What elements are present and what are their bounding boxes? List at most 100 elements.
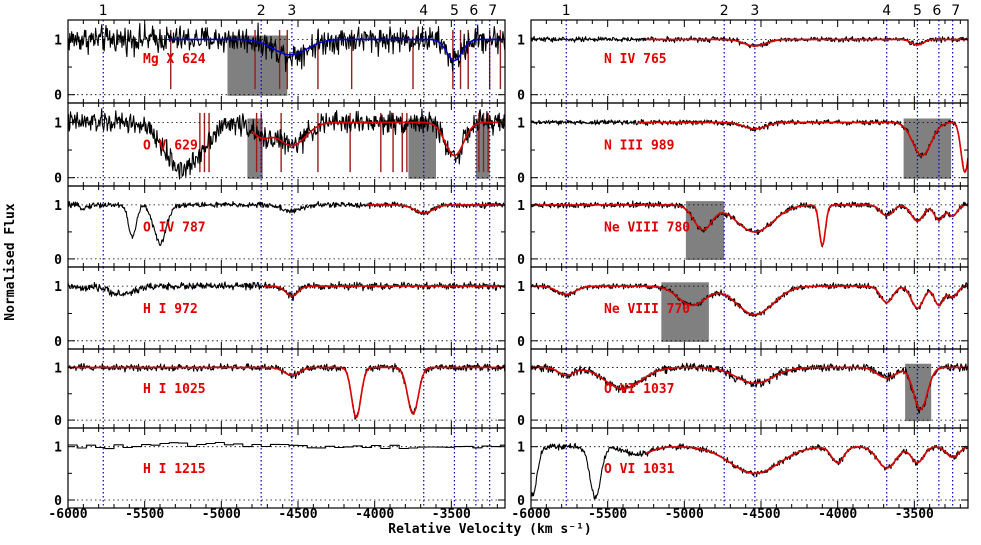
x-tick-label: -3500	[432, 507, 471, 522]
model-fit-line	[251, 121, 505, 157]
spectrum-panel: 0 1 H I 972	[54, 266, 506, 350]
model-fit-line	[167, 38, 505, 62]
component-number-label: 5	[913, 3, 922, 19]
spectrum-panel: 0 1 H I 1215	[54, 427, 506, 509]
component-number-label: 2	[257, 3, 266, 19]
ion-label: N III 989	[604, 138, 674, 153]
panel-frame	[530, 19, 969, 104]
y-tick-label: 0	[54, 172, 62, 187]
spectrum-panel: 0 1 O V 629	[54, 102, 506, 187]
y-tick-label: 1	[517, 33, 525, 48]
blended-region	[408, 118, 436, 179]
ion-label: N IV 765	[604, 52, 667, 67]
blended-region	[247, 118, 263, 179]
y-tick-label: 0	[517, 494, 525, 509]
component-number-label: 1	[562, 3, 571, 19]
x-tick-label: -4000	[818, 507, 857, 522]
data-spectrum	[68, 281, 505, 302]
component-number-label: 5	[450, 3, 459, 19]
y-tick-label: 1	[517, 199, 525, 214]
data-spectrum	[68, 108, 505, 180]
y-tick-label: 1	[54, 280, 62, 295]
model-fit-line	[531, 204, 968, 247]
x-tick-label: -5500	[588, 507, 627, 522]
y-tick-label: 0	[517, 89, 525, 104]
y-tick-label: 0	[517, 414, 525, 429]
panel-frame	[67, 266, 506, 350]
spectrum-panel: 0 1 Mg X 624	[54, 19, 506, 104]
spectrum-panel: 0 1 H I 1025	[54, 348, 506, 429]
blended-region	[685, 201, 725, 260]
panel-frame	[67, 348, 506, 429]
ion-label: H I 1025	[143, 382, 206, 397]
data-spectrum	[68, 362, 505, 420]
model-fit-line	[531, 366, 968, 411]
model-fit-line	[638, 121, 968, 174]
blended-region	[661, 282, 709, 342]
spectrum-panel: 0 1 O VI 1037	[517, 348, 969, 429]
model-fit-line	[367, 204, 505, 214]
ion-label: Ne VIII 780	[604, 220, 690, 235]
x-tick-label: -4500	[278, 507, 317, 522]
model-fit-line	[68, 366, 505, 419]
component-number-label: 3	[287, 3, 296, 19]
panel-frame	[530, 266, 969, 350]
panel-frame	[530, 102, 969, 187]
spectrum-panel: 0 1 N III 989	[517, 102, 969, 187]
spectrum-panel: 0 1 Ne VIII 780	[517, 185, 969, 268]
ion-label: O VI 1031	[604, 462, 675, 477]
ion-label: Ne VIII 770	[604, 302, 690, 317]
panel-frame	[530, 348, 969, 429]
x-axis-tick-labels: -6000 -5500 -5000 -4500 -4000 -3500 -6000 -5500…	[48, 507, 934, 522]
component-number-label: 3	[750, 3, 759, 19]
spectrum-panel: 0 1 O IV 787	[54, 185, 506, 268]
ion-label: H I 972	[143, 302, 198, 317]
data-spectrum	[531, 35, 968, 49]
y-tick-label: 0	[54, 89, 62, 104]
x-tick-label: -4000	[355, 507, 394, 522]
ion-label: O VI 1037	[604, 382, 674, 397]
x-tick-label: -5000	[202, 507, 241, 522]
y-tick-label: 0	[517, 172, 525, 187]
y-tick-label: 0	[54, 253, 62, 268]
component-number-label: 7	[951, 3, 960, 19]
data-spectrum	[68, 441, 505, 450]
y-tick-label: 1	[54, 33, 62, 48]
data-spectrum	[68, 22, 505, 73]
y-axis-title: Normalised Flux	[3, 203, 18, 321]
panels-layer: 0 1 Mg X 624 0 1 O V 629 0 1 O IV 787 0 1 H I 972 0 1…	[54, 19, 969, 509]
y-tick-label: 0	[54, 414, 62, 429]
x-tick-label: -6000	[511, 507, 550, 522]
component-number-label: 4	[882, 3, 891, 19]
y-tick-label: 1	[54, 199, 62, 214]
ion-label: O V 629	[143, 138, 198, 153]
y-tick-label: 0	[517, 253, 525, 268]
x-tick-label: -6000	[48, 507, 87, 522]
y-tick-label: 1	[517, 361, 525, 376]
y-tick-label: 1	[54, 441, 62, 456]
y-tick-label: 0	[517, 335, 525, 350]
spectrum-panel: 0 1 Ne VIII 770	[517, 266, 969, 350]
panel-frame	[67, 427, 506, 509]
component-number-label: 7	[488, 3, 497, 19]
data-spectrum	[68, 200, 505, 247]
x-tick-label: -3500	[895, 507, 934, 522]
y-tick-label: 1	[54, 361, 62, 376]
y-tick-label: 1	[54, 116, 62, 131]
panel-frame	[67, 185, 506, 268]
spectrum-panel: 0 1 O VI 1031	[517, 427, 969, 509]
panel-frame	[530, 185, 969, 268]
x-tick-label: -5000	[665, 507, 704, 522]
component-number-label: 2	[720, 3, 729, 19]
component-number-label: 4	[419, 3, 428, 19]
ion-label: Mg X 624	[143, 52, 206, 67]
ion-label: O IV 787	[143, 220, 206, 235]
x-tick-label: -5500	[125, 507, 164, 522]
model-fit-line	[531, 285, 968, 316]
model-fit-line	[646, 38, 968, 47]
ion-label: H I 1215	[143, 462, 206, 477]
panel-frame	[530, 427, 969, 509]
data-spectrum	[531, 200, 968, 248]
